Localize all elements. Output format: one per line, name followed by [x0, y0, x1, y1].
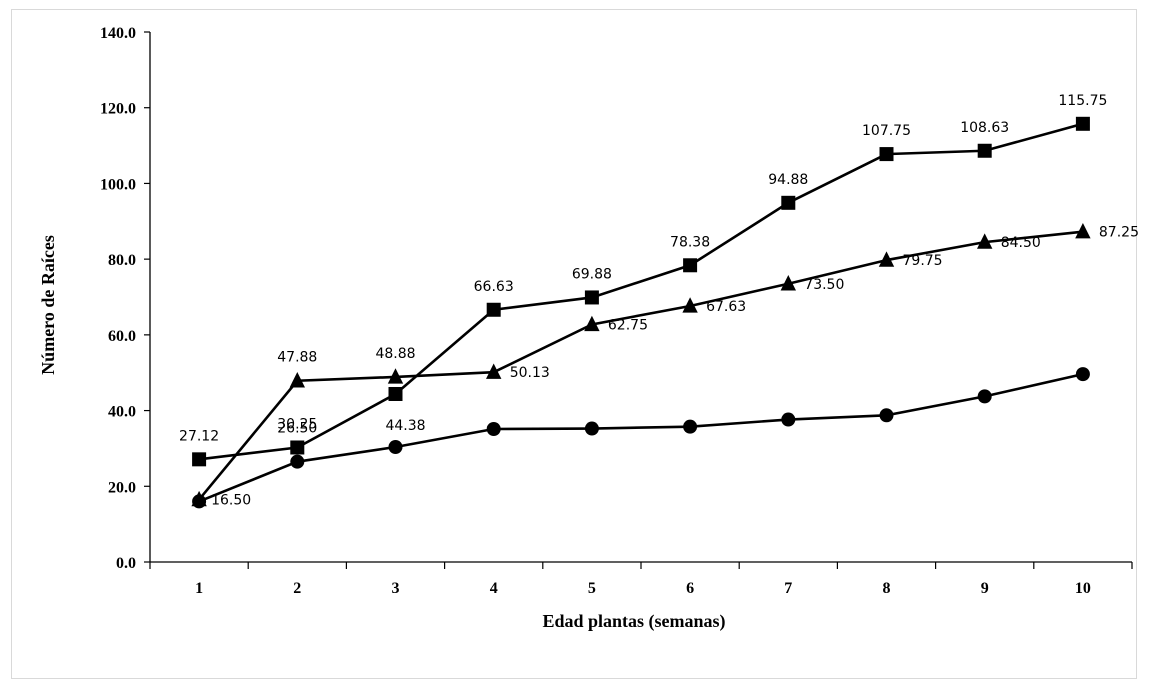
circle-marker	[290, 454, 305, 469]
triangle-marker	[977, 233, 993, 249]
x-tick-label: 10	[1075, 580, 1091, 597]
data-label: 44.38	[385, 418, 425, 434]
data-label: 69.88	[572, 266, 612, 282]
y-tick-label: 20.0	[108, 479, 136, 496]
circle-marker	[683, 419, 698, 434]
data-label: 67.63	[706, 299, 746, 315]
data-label: 16.50	[211, 493, 251, 509]
triangle-marker	[1075, 222, 1091, 239]
series-estiércol	[191, 222, 1091, 507]
data-label: 27.12	[179, 428, 219, 444]
data-label: 26.50	[277, 421, 317, 437]
triangle-marker	[780, 275, 796, 291]
data-label: 79.75	[903, 253, 943, 269]
x-axis-title: Edad plantas (semanas)	[542, 611, 725, 632]
data-label: 73.50	[804, 277, 844, 293]
data-label: 84.50	[1001, 235, 1041, 251]
x-tick-label: 5	[588, 580, 596, 597]
data-label: 30.25	[277, 416, 317, 432]
y-tick-label: 60.0	[108, 328, 136, 345]
x-tick-label: 1	[195, 580, 203, 597]
data-label: 48.88	[375, 346, 415, 362]
square-marker	[486, 302, 501, 317]
data-label: 107.75	[862, 123, 911, 139]
x-tick-label: 7	[784, 580, 792, 597]
data-label: 108.63	[960, 120, 1009, 136]
data-labels: 27.12 30.25 44.38 66.63 69.88 78.38 94.88 107.7…	[179, 93, 1139, 509]
x-tick-label: 2	[293, 580, 301, 597]
square-marker	[192, 452, 207, 467]
x-tick-label: 9	[981, 580, 989, 597]
data-label: 94.88	[768, 172, 808, 188]
square-marker	[290, 440, 305, 455]
square-marker	[1075, 116, 1090, 131]
circle-marker	[388, 439, 403, 454]
data-label: 115.75	[1058, 93, 1107, 109]
circle-marker	[781, 412, 796, 427]
triangle-marker	[486, 363, 502, 379]
x-tick-label: 4	[490, 580, 498, 597]
data-label: 47.88	[277, 350, 317, 366]
circle-marker	[1075, 367, 1090, 382]
x-tick-label: 6	[686, 580, 694, 597]
circle-marker	[584, 421, 599, 436]
x-tick-label: 3	[392, 580, 400, 597]
circle-marker	[486, 422, 501, 437]
data-label: 87.25	[1099, 225, 1139, 241]
series-layer	[191, 116, 1091, 509]
triangle-marker	[682, 297, 698, 313]
y-axis-title: Número de Raíces	[38, 235, 58, 375]
y-tick-label: 120.0	[100, 101, 136, 118]
data-label: 50.13	[510, 365, 550, 381]
data-label: 78.38	[670, 234, 710, 250]
triangle-marker	[878, 251, 895, 267]
square-marker	[388, 386, 403, 401]
y-tick-label: 0.0	[116, 555, 136, 572]
series-suelo	[192, 367, 1090, 509]
triangle-marker	[584, 315, 600, 332]
axes	[149, 32, 1132, 563]
series-compost	[192, 116, 1090, 467]
x-tick-label: 8	[883, 580, 891, 597]
series-line	[198, 372, 1084, 503]
square-marker	[879, 147, 894, 162]
series-line	[198, 122, 1084, 461]
circle-marker	[977, 389, 992, 404]
series-line	[198, 230, 1084, 501]
triangle-marker	[387, 368, 404, 384]
circle-marker	[192, 494, 207, 509]
y-tick-label: 100.0	[100, 176, 136, 193]
square-marker	[683, 258, 698, 273]
square-marker	[584, 290, 599, 305]
chart-frame	[11, 9, 1137, 679]
data-label: 62.75	[608, 317, 648, 333]
circle-marker	[879, 408, 894, 423]
y-axis-ticks: 0.0 20.0 40.0 60.0 80.0 100.0 120.0 140.0	[100, 25, 150, 572]
y-tick-label: 140.0	[100, 25, 136, 42]
data-label: 66.63	[474, 279, 514, 295]
y-tick-label: 80.0	[108, 252, 136, 269]
square-marker	[977, 143, 992, 158]
y-tick-label: 40.0	[108, 404, 136, 421]
square-marker	[781, 195, 796, 210]
x-axis-ticks: 1 2 3 4 5 6 7 8 9 10	[149, 562, 1133, 597]
triangle-marker	[289, 372, 305, 388]
